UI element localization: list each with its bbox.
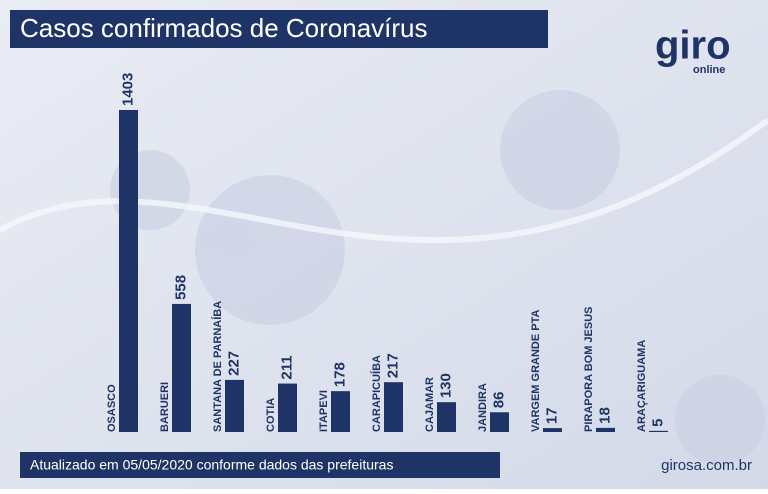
footnote-banner	[20, 452, 500, 478]
bar	[490, 412, 509, 432]
bar	[119, 110, 138, 432]
category-label: OSASCO	[106, 384, 118, 432]
category-label: JANDIRA	[477, 383, 489, 432]
value-label: 178	[331, 362, 348, 387]
category-label: PIRAPORA BOM JESUS	[583, 306, 595, 432]
bar	[649, 430, 668, 432]
category-label: SANTANA DE PARNAÍBA	[211, 301, 224, 432]
category-label: COTIA	[265, 398, 277, 432]
title-banner	[10, 10, 548, 48]
value-label: 130	[437, 373, 454, 398]
value-label: 211	[278, 355, 295, 379]
category-label: CARAPICUÍBA	[370, 355, 383, 432]
bar	[172, 303, 191, 432]
category-label: BARUERI	[159, 382, 171, 432]
value-label: 86	[490, 392, 507, 409]
bar	[543, 428, 562, 432]
decoration-swoosh	[0, 117, 768, 244]
value-label: 5	[649, 419, 666, 427]
value-label: 18	[596, 407, 613, 424]
category-label: CAJAMAR	[424, 377, 436, 432]
source: girosa.com.br	[661, 457, 752, 474]
category-label: ITAPEVI	[318, 390, 330, 432]
value-label: 217	[384, 353, 401, 378]
category-label: VARGEM GRANDE PTA	[530, 310, 542, 432]
value-label: 558	[172, 275, 189, 300]
value-label: 1403	[119, 73, 136, 106]
bar	[278, 383, 297, 432]
bar	[384, 382, 403, 432]
category-label: ARAÇARIGUAMA	[636, 340, 648, 432]
value-label: 17	[543, 407, 560, 424]
logo-name: giro	[655, 24, 731, 68]
bar	[596, 427, 615, 432]
footnote: Atualizado em 05/05/2020 conforme dados …	[30, 457, 393, 473]
value-label: 227	[225, 351, 242, 376]
logo-tagline: online	[693, 64, 725, 76]
bar	[437, 402, 456, 432]
chart-title: Casos confirmados de Coronavírus	[20, 13, 428, 43]
bar	[225, 379, 244, 432]
bar	[331, 391, 350, 432]
